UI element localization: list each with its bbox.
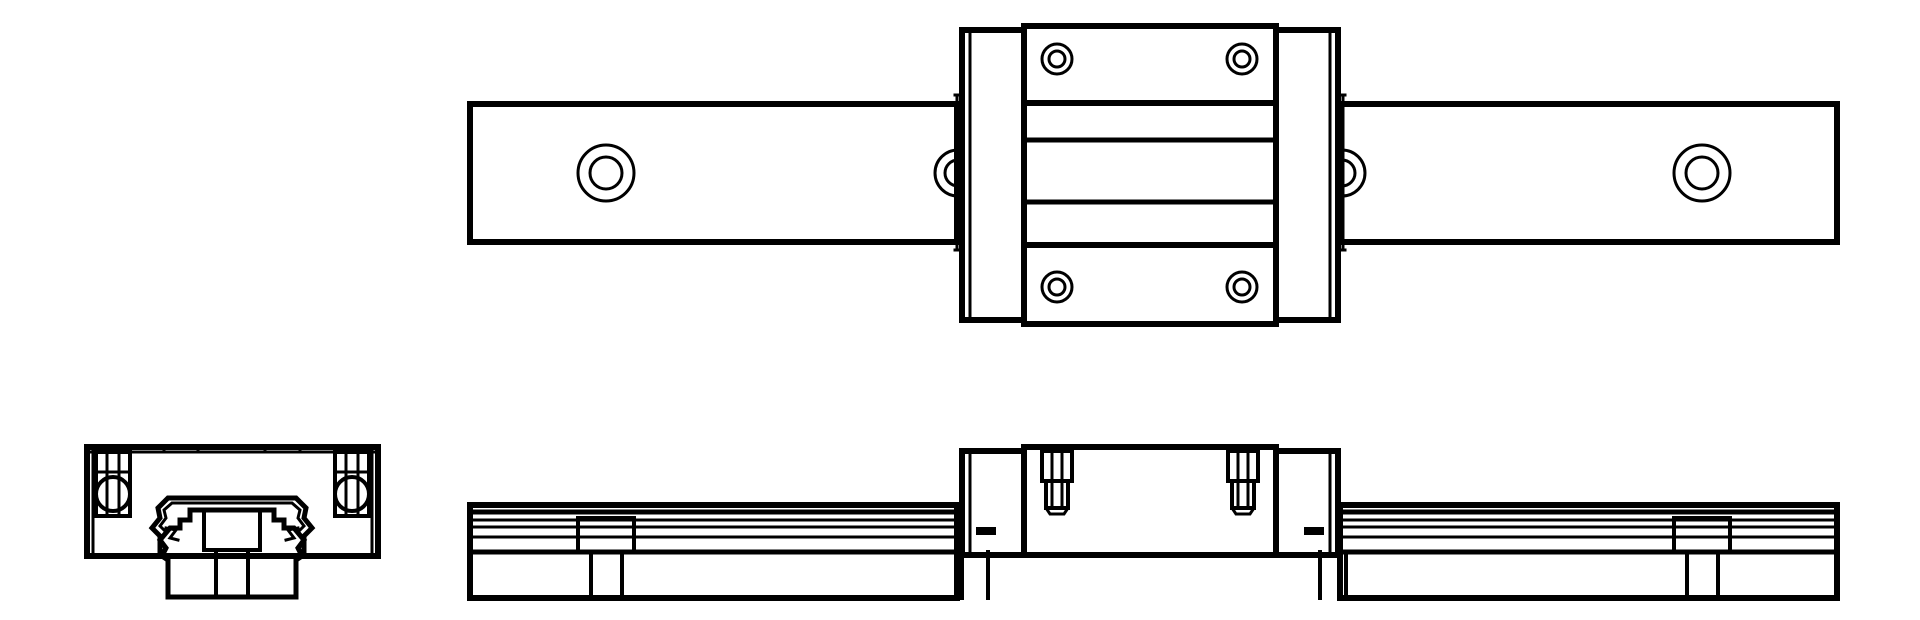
block-threaded-hole-right [1226,449,1260,516]
rail-bolt-under-block-right [1318,550,1348,600]
rail-bolt-left [576,516,636,600]
block-mounting-hole-bl [1040,270,1074,304]
top-view [467,23,1840,327]
block-mounting-hole-br [1225,270,1259,304]
block-bolt-hole-left [94,450,132,518]
side-view [467,444,1840,601]
rail-top-right [1337,101,1840,245]
rail-mounting-hole-right [1672,143,1732,203]
block-mounting-hole-tr [1225,42,1259,76]
end-seal-top-left [953,27,1027,323]
rail-bolt-right [1672,516,1732,600]
rail-side-left [467,502,960,601]
block-rail-channel [148,495,316,559]
end-seal-side-left [953,448,1027,558]
rail-bolt-under-block-left [960,550,990,600]
carriage-block-front [84,444,381,559]
rail-mounting-hole-left [576,143,636,203]
lube-nipple-right [1304,527,1324,535]
carriage-block-side [1021,444,1279,558]
block-threaded-hole-left [1040,449,1074,516]
end-seal-top-right [1273,27,1347,323]
rail-top-left [467,101,960,245]
block-bolt-hole-right [333,450,371,518]
lube-nipple-left [976,527,996,535]
rail-profile [156,507,308,600]
hidden-hole-left [933,148,960,198]
carriage-block-top [1021,23,1279,327]
end-seal-side-right [1273,448,1347,558]
block-mounting-hole-tl [1040,42,1074,76]
hidden-hole-right [1340,148,1367,198]
front-end-view [84,444,381,600]
rail-side-right [1337,502,1840,601]
